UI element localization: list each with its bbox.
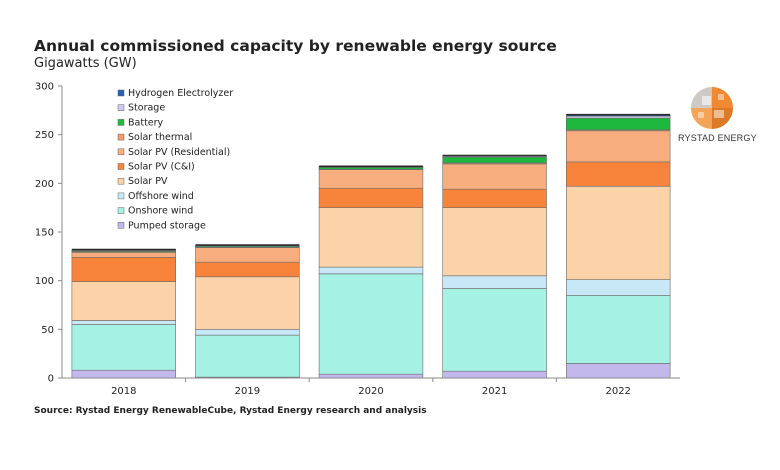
bar-segment [318, 373, 424, 379]
legend-entry-label: Battery [128, 117, 164, 128]
bar-segment [442, 156, 547, 164]
legend-entry-label: Storage [128, 103, 165, 114]
bar-segment [565, 161, 671, 187]
y-tick-label: 100 [35, 276, 54, 287]
bar-segment [71, 320, 177, 325]
legend: Hydrogen Electrolyzer Storage Battery Solar… [117, 88, 233, 231]
legend-swatch [117, 222, 125, 229]
bar-segment [318, 187, 424, 208]
bar-segment [195, 328, 300, 336]
x-tick-label: 2019 [235, 386, 260, 397]
bar-segment [71, 256, 177, 282]
bar-segment [565, 186, 671, 281]
rystad-globe-logo-icon [691, 87, 733, 129]
y-tick-label: 250 [35, 130, 54, 141]
bar-segment [442, 163, 547, 190]
legend-entry-label: Solar PV (C&I) [128, 162, 195, 173]
bar-segment [565, 279, 671, 296]
axes-layer: 0 50 100 150 200 250 300 2018 2019 2020 2021 2022 [35, 82, 680, 397]
legend-entry-label: Solar thermal [128, 132, 192, 143]
x-tick-label: 2018 [111, 386, 136, 397]
brand-logo [678, 82, 768, 152]
bar-segment [318, 273, 424, 375]
brand-name: RYSTAD ENERGY [678, 133, 757, 143]
bar-segment [442, 370, 547, 379]
bar-segment [565, 294, 671, 364]
bar-segment [71, 369, 177, 379]
y-tick-label: 50 [41, 325, 54, 336]
chart-title: Annual commissioned capacity by renewabl… [34, 37, 557, 55]
legend-swatch [117, 207, 125, 214]
legend-swatch [117, 89, 125, 97]
legend-swatch [117, 177, 125, 185]
legend-swatch [117, 119, 125, 126]
bar-segment [195, 247, 300, 263]
source-note: Source: Rystad Energy RenewableCube, Rys… [34, 406, 427, 416]
bar-segment [71, 324, 177, 371]
bar-segment [195, 261, 300, 278]
bar-segment [442, 288, 547, 372]
x-tick-label: 2021 [482, 386, 507, 397]
bar-segment [318, 169, 424, 189]
x-tick-label: 2020 [358, 386, 383, 397]
bar-segment [71, 252, 177, 258]
legend-swatch [117, 148, 125, 156]
bar-segment [565, 117, 671, 131]
bar-segment [71, 281, 177, 321]
legend-swatch [117, 104, 125, 111]
bar-segment [442, 275, 547, 289]
y-tick-label: 200 [35, 179, 54, 190]
legend-swatch [117, 133, 125, 141]
bars-layer [71, 113, 671, 379]
legend-entry-label: Offshore wind [128, 191, 194, 202]
bar-segment [565, 130, 671, 163]
bar-segment [318, 207, 424, 268]
y-tick-label: 0 [48, 374, 54, 385]
bar-segment [442, 207, 547, 277]
chart-subtitle: Gigawatts (GW) [34, 56, 137, 71]
bar-segment [442, 188, 547, 208]
legend-entry-label: Pumped storage [128, 220, 206, 231]
legend-entry-label: Hydrogen Electrolyzer [128, 88, 233, 99]
y-tick-label: 150 [35, 228, 54, 239]
bar-segment [318, 266, 424, 275]
legend-swatch [117, 192, 125, 200]
x-tick-label: 2022 [605, 386, 630, 397]
legend-swatch [117, 163, 125, 170]
bar-segment [195, 276, 300, 330]
legend-entry-label: Onshore wind [128, 206, 193, 217]
bar-segment [565, 363, 671, 379]
bar-segment [195, 334, 300, 378]
legend-entry-label: Solar PV (Residential) [128, 147, 230, 158]
legend-entry-label: Solar PV [128, 176, 168, 187]
y-tick-label: 300 [35, 82, 54, 93]
